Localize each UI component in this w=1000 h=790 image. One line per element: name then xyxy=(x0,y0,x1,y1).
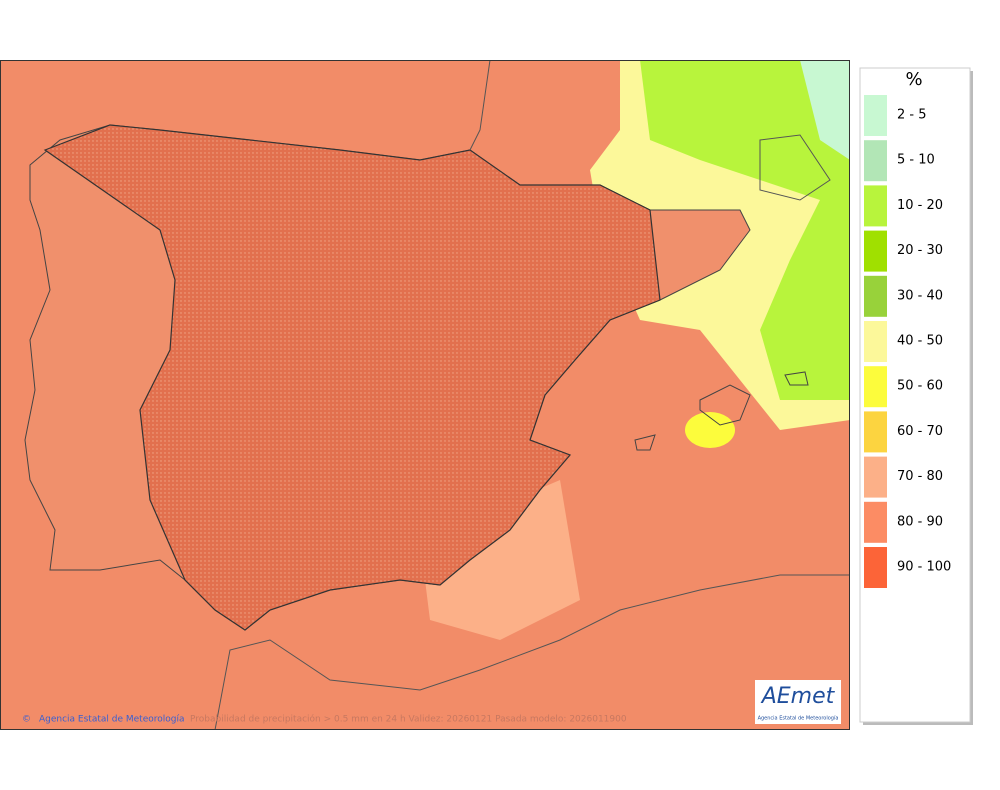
credit: Agencia Estatal de Meteorología xyxy=(39,715,185,725)
legend-label: 70 - 80 xyxy=(897,469,943,484)
balearic-zone xyxy=(685,412,735,448)
legend-label: 80 - 90 xyxy=(897,514,943,529)
legend-label: 5 - 10 xyxy=(897,153,935,168)
legend-label: 40 - 50 xyxy=(897,334,943,349)
map: © Agencia Estatal de Meteorología Probab… xyxy=(0,60,850,730)
corsica xyxy=(759,134,831,201)
legend-title: % xyxy=(905,69,922,90)
logo-subtitle: Agencia Estatal de Meteorología xyxy=(758,715,839,722)
spain xyxy=(43,124,661,631)
legend-label: 2 - 5 xyxy=(897,108,927,123)
caption: Probabilidad de precipitación > 0.5 mm e… xyxy=(190,714,627,725)
legend-label: 90 - 100 xyxy=(897,560,951,575)
legend-label: 20 - 30 xyxy=(897,243,943,258)
legend-swatch xyxy=(864,547,887,588)
legend-swatch xyxy=(864,275,887,317)
logo: AEmet xyxy=(760,684,836,709)
africa-coast xyxy=(214,574,850,730)
mallorca xyxy=(699,384,751,426)
legend-swatch xyxy=(864,321,887,362)
logo-box xyxy=(755,680,841,724)
legend-swatch xyxy=(864,185,887,227)
legend-label: 30 - 40 xyxy=(897,288,943,303)
legend-swatch xyxy=(864,140,887,182)
menorca xyxy=(784,371,809,386)
credit-symbol: © xyxy=(22,715,31,725)
map-frame xyxy=(0,60,850,730)
legend-swatch xyxy=(864,411,887,453)
legend-label: 50 - 60 xyxy=(897,379,943,394)
green-zone xyxy=(640,60,850,400)
france-border xyxy=(469,60,491,151)
legend-swatch xyxy=(864,95,887,136)
legend-swatch xyxy=(864,501,887,543)
legend-label: 10 - 20 xyxy=(897,198,943,213)
light-zone xyxy=(800,60,850,160)
legend-swatch xyxy=(864,456,887,498)
southeast-zone xyxy=(420,480,580,640)
legend-swatch xyxy=(864,230,887,272)
legend-label: 60 - 70 xyxy=(897,424,943,439)
legend-swatch xyxy=(864,366,887,408)
ibiza xyxy=(634,434,656,451)
